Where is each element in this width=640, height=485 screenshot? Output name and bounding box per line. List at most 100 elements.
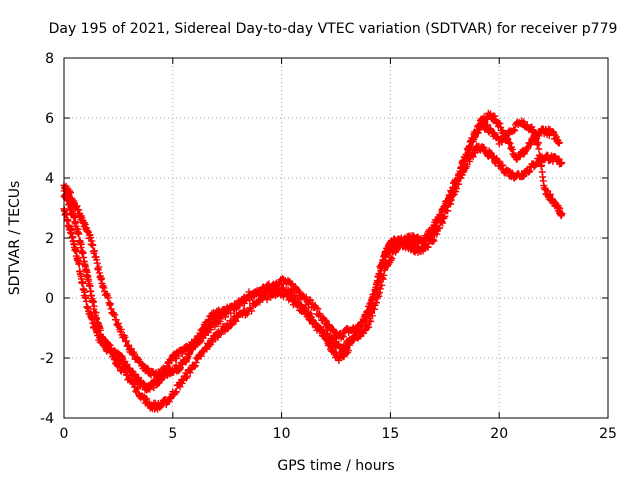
- y-tick-label: -4: [40, 411, 54, 427]
- data-point: [474, 129, 482, 137]
- data-point: [423, 243, 431, 251]
- data-point: [553, 133, 561, 141]
- data-point: [433, 230, 441, 238]
- data-point: [107, 305, 115, 313]
- data-point: [516, 152, 524, 160]
- data-point: [130, 380, 138, 388]
- data-point: [232, 304, 240, 312]
- y-axis-title: SDTVAR / TECUs: [7, 181, 23, 296]
- data-point: [536, 152, 544, 160]
- data-point: [365, 323, 373, 331]
- x-tick-label: 0: [60, 426, 69, 442]
- data-point: [167, 357, 175, 365]
- data-point: [469, 153, 477, 161]
- y-tick-label: 4: [45, 171, 54, 187]
- data-point: [368, 312, 376, 320]
- data-point: [370, 305, 378, 313]
- data-point: [555, 139, 563, 147]
- x-tick-label: 10: [273, 426, 291, 442]
- data-point: [456, 169, 464, 177]
- data-point: [271, 285, 279, 293]
- data-point: [511, 126, 519, 134]
- data-point: [520, 118, 528, 126]
- data-point: [436, 224, 444, 232]
- data-point: [487, 149, 495, 157]
- data-point: [295, 300, 303, 308]
- data-point: [428, 227, 436, 235]
- data-point: [376, 285, 384, 293]
- y-tick-label: 0: [45, 291, 54, 307]
- data-point: [197, 352, 205, 360]
- data-point: [119, 364, 127, 372]
- data-point: [461, 157, 469, 165]
- data-point: [90, 302, 98, 310]
- data-point: [437, 211, 445, 219]
- data-point: [183, 374, 191, 382]
- data-point: [79, 278, 87, 286]
- data-point: [191, 362, 199, 370]
- data-point: [503, 134, 511, 142]
- data-point: [534, 139, 542, 147]
- data-point: [525, 168, 533, 176]
- data-point: [121, 333, 129, 341]
- data-point: [186, 369, 194, 377]
- data-point: [407, 237, 415, 245]
- data-point: [439, 219, 447, 227]
- data-point: [196, 338, 204, 346]
- data-point: [463, 152, 471, 160]
- data-point: [507, 144, 515, 152]
- data-point: [373, 299, 381, 307]
- axis-ticks: [63, 57, 609, 419]
- data-point: [465, 146, 473, 154]
- data-point: [296, 288, 304, 296]
- data-point: [523, 121, 531, 129]
- data-point: [87, 234, 95, 242]
- data-point: [296, 296, 304, 304]
- data-point: [506, 139, 514, 147]
- data-point: [484, 121, 492, 129]
- data-point: [430, 237, 438, 245]
- data-point: [248, 307, 256, 315]
- data-point: [444, 199, 452, 207]
- data-series: [60, 142, 566, 413]
- data-point: [123, 371, 131, 379]
- data-point: [90, 247, 98, 255]
- data-point: [75, 230, 83, 238]
- data-point: [143, 395, 151, 403]
- data-point: [109, 350, 117, 358]
- data-point: [178, 379, 186, 387]
- x-tick-labels: 0 5 10 15 20 25: [60, 426, 617, 442]
- data-point: [111, 356, 119, 364]
- data-point: [75, 260, 83, 268]
- data-point: [175, 352, 183, 360]
- data-point: [329, 336, 337, 344]
- data-point: [304, 310, 312, 318]
- data-point: [114, 319, 122, 327]
- data-point: [183, 372, 191, 380]
- data-point: [227, 309, 235, 317]
- data-point: [73, 248, 81, 256]
- data-point: [467, 143, 475, 151]
- data-point: [302, 293, 310, 301]
- y-tick-label: -2: [40, 351, 54, 367]
- data-point: [134, 384, 142, 392]
- data-point: [350, 335, 358, 343]
- data-point: [104, 294, 112, 302]
- data-point: [108, 349, 116, 357]
- data-point: [232, 317, 240, 325]
- data-point: [453, 176, 461, 184]
- data-point: [538, 161, 546, 169]
- data-point: [491, 112, 499, 120]
- data-point: [339, 333, 347, 341]
- x-axis-title: GPS time / hours: [277, 458, 394, 474]
- data-point: [471, 133, 479, 141]
- data-point: [386, 253, 394, 261]
- data-point: [192, 358, 200, 366]
- data-point: [89, 241, 97, 249]
- data-point: [89, 298, 97, 306]
- data-point: [314, 305, 322, 313]
- data-point: [441, 212, 449, 220]
- data-point: [482, 122, 490, 130]
